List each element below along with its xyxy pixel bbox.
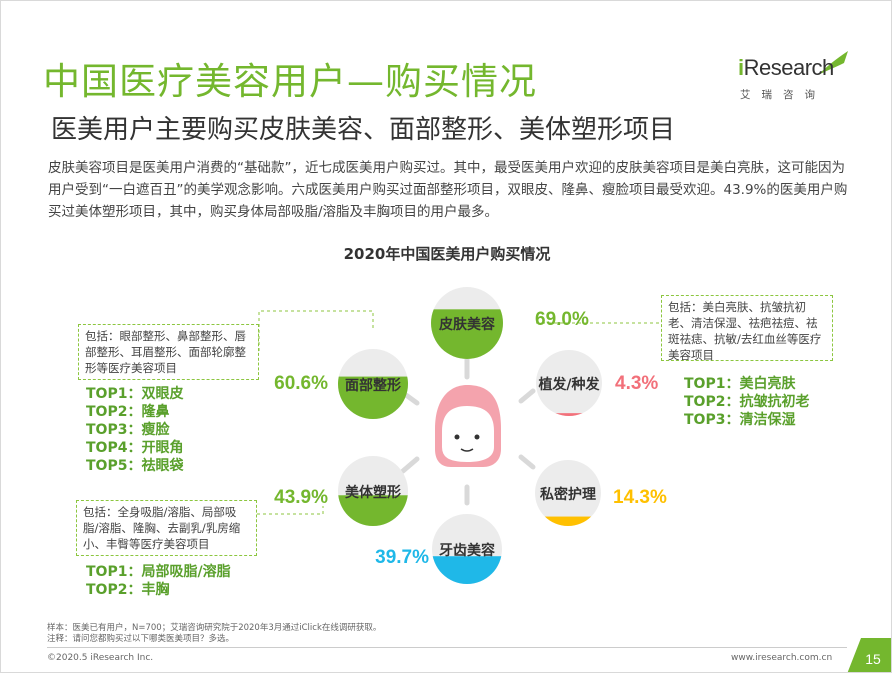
website-link: www.iresearch.com.cn (731, 653, 833, 663)
list-item: TOP4：开眼角 (86, 440, 184, 456)
sample-text: 样本：医美已有用户，N=700；艾瑞咨询研究院于2020年3月通过iClick在… (47, 623, 382, 633)
face-note-connector (258, 310, 374, 351)
list-item: TOP3：瘦脸 (86, 422, 170, 438)
spoke (400, 456, 420, 474)
logo-chinese-name: 艾瑞咨询 (740, 89, 826, 101)
source-note: 样本：医美已有用户，N=700；艾瑞咨询研究院于2020年3月通过iClick在… (47, 623, 381, 645)
bubble-label: 面部整形 (345, 377, 401, 394)
page-title: 中国医疗美容用户—购买情况 (43, 60, 537, 103)
bubble-5: 面部整形 60.6% (274, 349, 408, 419)
list-item: TOP2：丰胸 (86, 582, 170, 598)
skin-top-list: TOP1：美白亮肤 TOP2：抗皱抗初老 TOP3：清洁保湿 (684, 375, 809, 429)
bubble-3: 牙齿美容 39.7% (375, 514, 502, 584)
bubbles: 皮肤美容 69.0% 植发/种发 4.3% 私密护理 14.3% 牙齿美容 39.7% 美体塑形… (274, 287, 667, 584)
body-note-box: 包括：全身吸脂/溶脂、局部吸脂/溶脂、隆胸、去副乳/乳房缩小、丰臀等医疗美容项目 (76, 500, 257, 556)
chart-title: 2020年中国医美用户购买情况 (343, 245, 551, 263)
page-number-tab: 15 (847, 638, 891, 672)
footer-divider (47, 647, 847, 648)
value-label: 43.9% (274, 487, 328, 508)
list-item: TOP2：隆鼻 (86, 404, 170, 420)
bubble-label: 皮肤美容 (438, 316, 495, 333)
intro-paragraph: 皮肤美容项目是医美用户消费的“基础款”，近七成医美用户购买过。其中，最受医美用户… (48, 160, 848, 220)
iresearch-logo: iResearch 艾瑞咨询 (738, 49, 848, 105)
value-label: 69.0% (535, 309, 589, 330)
list-item: TOP2：抗皱抗初老 (684, 394, 810, 410)
spoke (403, 392, 420, 406)
spoke (518, 454, 536, 470)
list-item: TOP5：祛眼袋 (86, 458, 184, 474)
value-label: 39.7% (375, 547, 429, 568)
bubble-label: 私密护理 (540, 486, 596, 503)
logo-swoosh-icon (818, 51, 848, 75)
page-number: 15 (865, 651, 881, 667)
face-top-list: TOP1：双眼皮 TOP2：隆鼻 TOP3：瘦脸 TOP4：开眼角 TOP5：祛… (86, 385, 183, 475)
copyright: ©2020.5 iResearch Inc. (47, 653, 154, 663)
body-top-list: TOP1：局部吸脂/溶脂 TOP2：丰胸 (86, 563, 231, 599)
list-item: TOP1：局部吸脂/溶脂 (86, 564, 231, 580)
body-note-connector (257, 506, 324, 515)
list-item: TOP1：美白亮肤 (684, 376, 796, 392)
bubble-background (536, 350, 602, 416)
bubble-label: 牙齿美容 (439, 542, 495, 559)
bubble-label: 美体塑形 (345, 484, 401, 501)
bubble-4: 美体塑形 43.9% (274, 456, 408, 526)
bubble-2: 私密护理 14.3% (535, 460, 667, 526)
user-face-icon (435, 385, 501, 467)
spoke (518, 388, 536, 404)
bubble-0: 皮肤美容 69.0% (431, 287, 589, 359)
hub-spokes (400, 356, 536, 506)
remark-text: 注释：请问您都购买过以下哪类医美项目？多选。 (47, 634, 235, 644)
note-connectors (257, 310, 661, 515)
bubble-background (535, 460, 601, 526)
skin-note-box: 包括：美白亮肤、抗皱抗初老、清洁保湿、祛疤祛痘、祛斑祛痣、抗敏/去红血丝等医疗美… (661, 295, 833, 362)
page-subtitle: 医美用户主要购买皮肤美容、面部整形、美体塑形项目 (51, 115, 676, 145)
face-note-box: 包括：眼部整形、鼻部整形、唇部整形、耳眉整形、面部轮廓整形等医疗美容项目 (78, 324, 259, 380)
logo-wordmark: iResearch (738, 55, 834, 80)
bubble-fill (535, 516, 601, 526)
bubble-label: 植发/种发 (537, 376, 600, 393)
list-item: TOP1：双眼皮 (86, 386, 184, 402)
value-label: 60.6% (274, 373, 328, 394)
list-item: TOP3：清洁保湿 (684, 412, 796, 428)
bubble-fill (536, 413, 602, 416)
bubble-1: 植发/种发 4.3% (536, 350, 658, 416)
value-label: 14.3% (613, 487, 667, 508)
value-label: 4.3% (615, 373, 658, 394)
